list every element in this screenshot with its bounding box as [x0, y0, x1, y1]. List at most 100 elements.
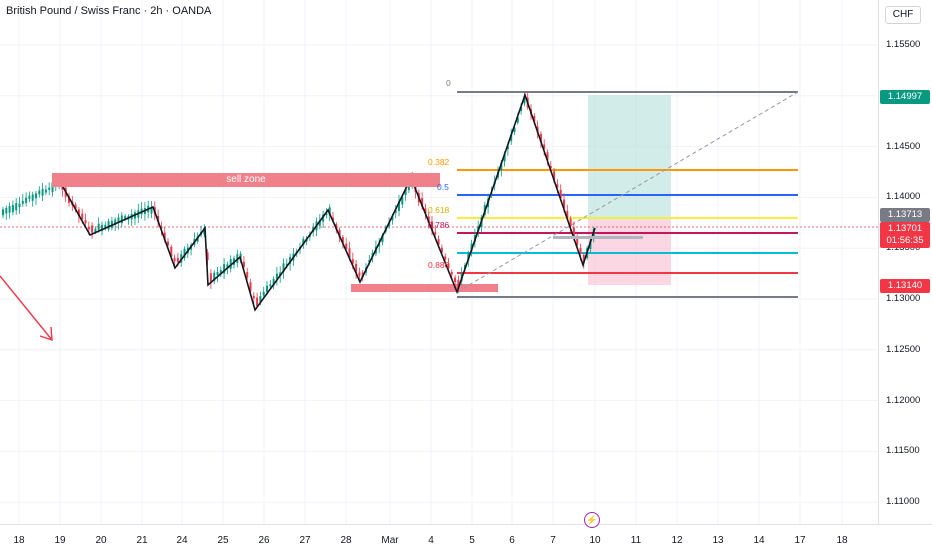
fib-label-0786: 0.786: [428, 220, 450, 230]
price-tick: 1.14000: [886, 191, 921, 203]
candle: [35, 193, 37, 199]
candle: [424, 208, 427, 214]
candle: [553, 171, 556, 181]
buy-zone: [351, 284, 498, 292]
candle: [348, 248, 351, 259]
candle: [345, 243, 348, 250]
candle: [404, 189, 407, 196]
candle: [203, 227, 206, 235]
date-tick: 18: [836, 535, 848, 546]
candle: [325, 212, 328, 216]
date-tick: 19: [54, 535, 66, 546]
candle: [549, 165, 552, 169]
candle: [427, 216, 430, 223]
date-tick: 25: [217, 535, 229, 546]
date-tick: 26: [258, 535, 270, 546]
target-zone: [588, 95, 671, 220]
candle: [216, 271, 219, 275]
candle: [282, 263, 285, 273]
candle: [163, 232, 166, 240]
candle: [510, 134, 513, 142]
candle: [391, 216, 394, 221]
candle: [440, 247, 443, 253]
candle: [170, 246, 173, 257]
candle: [77, 209, 80, 217]
candle: [563, 199, 565, 209]
candle: [173, 257, 176, 262]
trend-diagonal: [456, 91, 799, 293]
candle: [223, 264, 226, 274]
candle: [450, 271, 453, 275]
date-tick: 14: [753, 535, 765, 546]
lightning-icon[interactable]: ⚡: [584, 512, 600, 528]
candle: [183, 248, 186, 258]
candle: [556, 184, 559, 188]
candle: [401, 196, 404, 205]
date-tick: 7: [550, 535, 556, 546]
candle: [543, 144, 546, 149]
candle: [569, 218, 572, 227]
candle: [275, 273, 278, 280]
candle: [513, 127, 516, 132]
candle: [368, 260, 371, 263]
candle: [539, 133, 542, 143]
price-tick: 1.11000: [886, 496, 920, 508]
candle: [378, 243, 381, 247]
candle: [516, 117, 519, 123]
candle: [500, 162, 503, 171]
countdown-label: 01:56:35: [880, 234, 930, 248]
fib-label-0618: 0.618: [428, 205, 450, 215]
chart-area[interactable]: [0, 0, 878, 524]
candle: [41, 188, 44, 196]
currency-button[interactable]: CHF: [885, 6, 921, 24]
stop-price-label: 1.13140: [880, 279, 930, 293]
candle: [523, 96, 526, 104]
date-axis[interactable]: [0, 524, 932, 551]
candle: [48, 187, 51, 191]
date-tick: 10: [589, 535, 601, 546]
sell-zone-label[interactable]: sell zone: [52, 173, 440, 187]
candle: [328, 207, 331, 216]
price-tick: 1.11500: [886, 445, 920, 457]
candle: [269, 284, 272, 287]
candle: [582, 254, 585, 263]
candle: [209, 273, 212, 283]
candle: [206, 252, 209, 261]
candle: [566, 210, 569, 218]
candle: [213, 272, 216, 282]
date-tick: 12: [671, 535, 683, 546]
candle: [341, 237, 344, 243]
date-tick: 21: [136, 535, 148, 546]
position-marker: [553, 236, 643, 239]
price-tick: 1.12000: [886, 394, 921, 406]
price-tick: 1.15500: [886, 39, 921, 50]
price-tick: 1.14500: [886, 140, 921, 152]
candle: [8, 205, 11, 213]
candle: [120, 215, 123, 224]
candle: [68, 196, 70, 203]
date-tick: 13: [712, 535, 724, 546]
price-chart[interactable]: [0, 0, 878, 524]
candle: [94, 228, 97, 233]
candle: [2, 209, 4, 216]
candle: [176, 257, 179, 263]
fib-label-0886: 0.886: [428, 260, 450, 270]
candle: [101, 225, 103, 231]
candle: [338, 229, 341, 238]
candle: [167, 241, 169, 246]
candle: [394, 210, 397, 213]
candle: [421, 198, 424, 207]
candle: [559, 189, 562, 198]
price-axis[interactable]: [878, 0, 932, 524]
date-tick: 24: [176, 535, 188, 546]
candle: [322, 214, 325, 222]
candle: [104, 224, 107, 228]
fib-label-0382: 0.382: [428, 157, 450, 167]
candle: [44, 189, 47, 193]
arrow-head: [39, 326, 53, 341]
date-tick: 11: [630, 535, 642, 546]
date-tick: 28: [340, 535, 352, 546]
candle: [332, 217, 334, 221]
candle: [81, 213, 84, 220]
candle: [180, 254, 183, 263]
